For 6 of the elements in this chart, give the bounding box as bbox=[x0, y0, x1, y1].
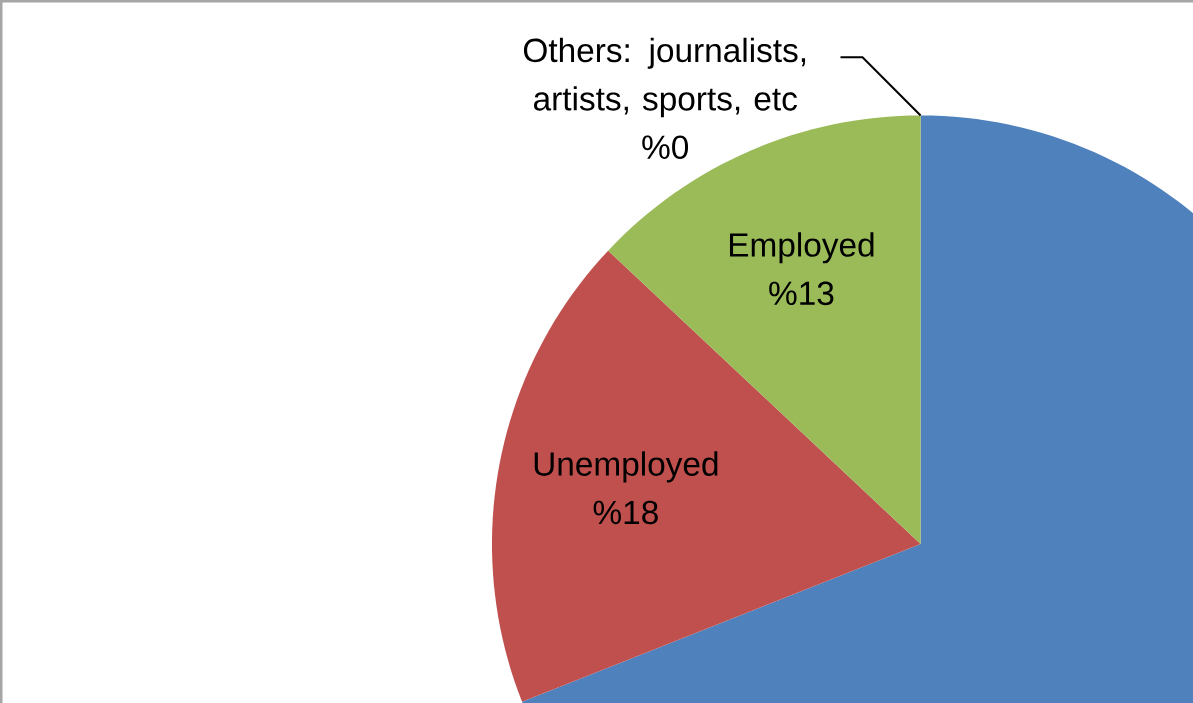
slice-label: Unemployed bbox=[534, 451, 718, 483]
legend-label: Others: journalists, artists, sports, etc bbox=[523, 37, 806, 118]
text: %0 bbox=[642, 135, 689, 159]
data-label: %13 bbox=[769, 281, 834, 305]
data-label: %18 bbox=[593, 500, 658, 525]
slice-label: Employed bbox=[729, 232, 874, 264]
